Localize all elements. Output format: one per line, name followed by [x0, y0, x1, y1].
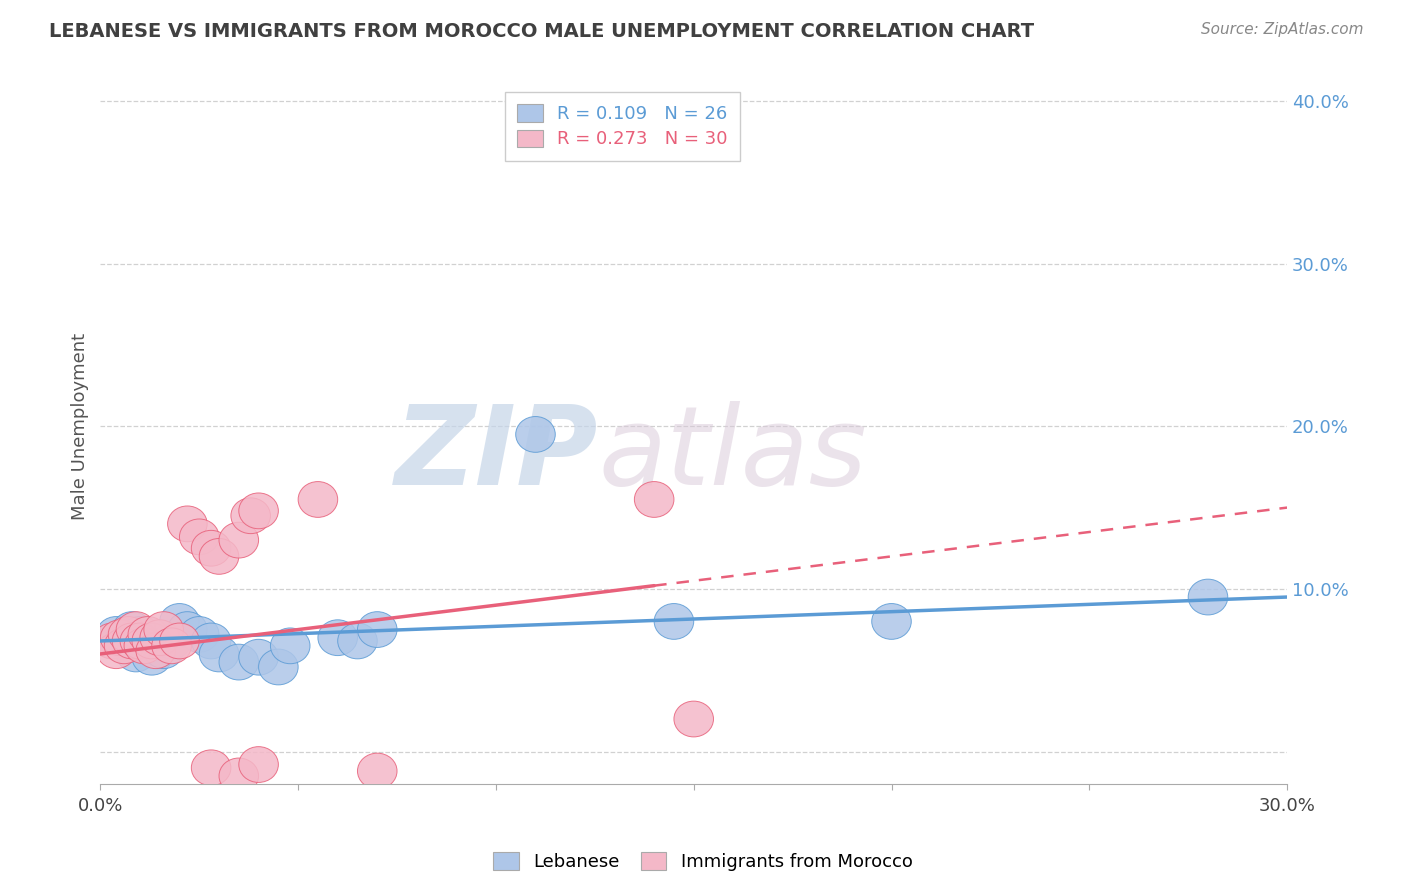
Legend: R = 0.109   N = 26, R = 0.273   N = 30: R = 0.109 N = 26, R = 0.273 N = 30 [505, 92, 741, 161]
Ellipse shape [108, 616, 148, 652]
Ellipse shape [357, 612, 396, 648]
Text: Source: ZipAtlas.com: Source: ZipAtlas.com [1201, 22, 1364, 37]
Ellipse shape [298, 482, 337, 517]
Ellipse shape [104, 628, 143, 664]
Ellipse shape [128, 628, 167, 664]
Ellipse shape [239, 747, 278, 782]
Ellipse shape [120, 616, 160, 652]
Ellipse shape [100, 620, 141, 656]
Ellipse shape [97, 616, 136, 652]
Ellipse shape [191, 531, 231, 566]
Ellipse shape [634, 482, 673, 517]
Ellipse shape [318, 620, 357, 656]
Ellipse shape [1188, 579, 1227, 615]
Ellipse shape [167, 506, 207, 541]
Ellipse shape [136, 632, 176, 669]
Ellipse shape [160, 604, 200, 640]
Ellipse shape [673, 701, 713, 737]
Ellipse shape [337, 624, 377, 659]
Ellipse shape [231, 498, 270, 533]
Ellipse shape [219, 522, 259, 558]
Ellipse shape [516, 417, 555, 452]
Ellipse shape [270, 628, 309, 664]
Ellipse shape [141, 620, 180, 656]
Ellipse shape [219, 758, 259, 794]
Ellipse shape [200, 539, 239, 574]
Ellipse shape [219, 644, 259, 680]
Ellipse shape [152, 628, 191, 664]
Ellipse shape [132, 640, 172, 675]
Ellipse shape [143, 632, 183, 669]
Ellipse shape [239, 640, 278, 675]
Y-axis label: Male Unemployment: Male Unemployment [72, 333, 89, 520]
Ellipse shape [152, 624, 191, 659]
Text: ZIP: ZIP [395, 401, 599, 508]
Ellipse shape [117, 612, 156, 648]
Ellipse shape [117, 636, 156, 672]
Ellipse shape [872, 604, 911, 640]
Ellipse shape [132, 624, 172, 659]
Ellipse shape [191, 750, 231, 786]
Ellipse shape [239, 493, 278, 529]
Ellipse shape [259, 649, 298, 685]
Text: LEBANESE VS IMMIGRANTS FROM MOROCCO MALE UNEMPLOYMENT CORRELATION CHART: LEBANESE VS IMMIGRANTS FROM MOROCCO MALE… [49, 22, 1035, 41]
Ellipse shape [93, 624, 132, 659]
Ellipse shape [180, 616, 219, 652]
Ellipse shape [167, 612, 207, 648]
Ellipse shape [141, 620, 180, 656]
Ellipse shape [180, 519, 219, 555]
Ellipse shape [357, 753, 396, 789]
Ellipse shape [191, 624, 231, 659]
Ellipse shape [143, 612, 183, 648]
Ellipse shape [124, 628, 163, 664]
Ellipse shape [128, 616, 167, 652]
Ellipse shape [654, 604, 693, 640]
Legend: Lebanese, Immigrants from Morocco: Lebanese, Immigrants from Morocco [486, 846, 920, 879]
Ellipse shape [104, 624, 143, 659]
Ellipse shape [112, 624, 152, 659]
Ellipse shape [97, 632, 136, 669]
Ellipse shape [112, 612, 152, 648]
Ellipse shape [200, 636, 239, 672]
Text: atlas: atlas [599, 401, 868, 508]
Ellipse shape [120, 624, 160, 659]
Ellipse shape [160, 624, 200, 659]
